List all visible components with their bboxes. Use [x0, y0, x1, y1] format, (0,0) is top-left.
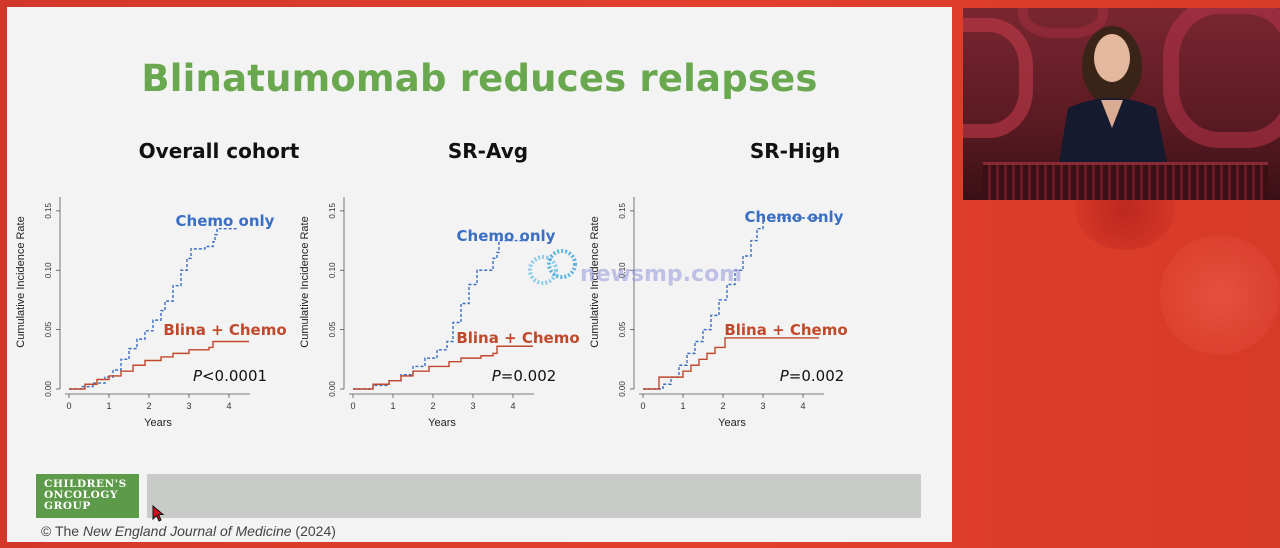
series-line-blina-chemo — [353, 345, 533, 390]
y-tick-label: 0.15 — [328, 203, 337, 219]
y-tick-label: 0.15 — [44, 203, 53, 219]
y-tick-label: 0.10 — [328, 262, 337, 278]
series-label-chemo-only: Chemo only — [457, 227, 556, 245]
series-line-blina-chemo — [643, 337, 819, 390]
y-axis-label: Cumulative Incidence Rate — [589, 216, 601, 347]
y-tick-label: 0.10 — [44, 262, 53, 278]
podium — [983, 162, 1268, 200]
x-tick-label: 1 — [390, 401, 395, 411]
x-tick-label: 3 — [470, 401, 475, 411]
series-label-blina-chemo: Blina + Chemo — [163, 321, 286, 339]
slide-title: Blinatumomab reduces relapses — [141, 57, 818, 100]
x-tick-label: 3 — [186, 401, 191, 411]
x-tick-label: 4 — [800, 401, 805, 411]
watermark-logo-icon — [528, 249, 577, 285]
x-tick-label: 3 — [760, 401, 765, 411]
panel-title-sr-high: SR-High — [749, 139, 841, 163]
x-tick-label: 1 — [680, 401, 685, 411]
series-label-chemo-only: Chemo only — [176, 212, 275, 230]
x-axis-label: Years — [144, 417, 172, 429]
mouse-pointer-icon — [152, 505, 165, 522]
x-tick-label: 4 — [510, 401, 515, 411]
x-tick-label: 2 — [720, 401, 725, 411]
y-tick-label: 0.05 — [328, 321, 337, 337]
panel-title-sr-avg: SR-Avg — [447, 139, 529, 163]
x-tick-label: 2 — [146, 401, 151, 411]
y-tick-label: 0.10 — [618, 262, 627, 278]
p-value-label: P=0.002 — [492, 367, 557, 385]
p-value-label: P=0.002 — [780, 367, 845, 385]
chart-overall-cohort: 0.00 0.05 0.10 0.15 0 1 2 3 4 Years Cumulative Inc… — [15, 197, 287, 429]
x-axis-label: Years — [718, 417, 746, 429]
y-tick-label: 0.00 — [44, 381, 53, 397]
childrens-oncology-group-logo: CHILDREN'S ONCOLOGY GROUP — [36, 474, 139, 518]
x-tick-label: 0 — [640, 401, 645, 411]
y-axis-label: Cumulative Incidence Rate — [299, 216, 311, 347]
x-tick-label: 4 — [226, 401, 231, 411]
y-axis-label: Cumulative Incidence Rate — [15, 216, 27, 347]
panel-title-overall: Overall cohort — [138, 139, 300, 163]
chart-sr-high: 0.00 0.05 0.10 0.15 0 1 2 3 4 Years Cumulative Inc… — [589, 197, 848, 429]
footer-bar — [147, 474, 921, 518]
x-tick-label: 1 — [106, 401, 111, 411]
series-label-blina-chemo: Blina + Chemo — [456, 329, 579, 347]
watermark-text: newsmp.com — [580, 262, 743, 287]
p-value-label: P<0.0001 — [193, 367, 267, 385]
y-tick-label: 0.00 — [328, 381, 337, 397]
x-tick-label: 0 — [350, 401, 355, 411]
series-line-chemo-only — [69, 227, 237, 390]
y-tick-label: 0.15 — [618, 203, 627, 219]
series-line-blina-chemo — [69, 340, 249, 390]
series-label-chemo-only: Chemo only — [745, 208, 844, 226]
x-tick-label: 0 — [66, 401, 71, 411]
speaker-figure — [1058, 26, 1168, 168]
series-label-blina-chemo: Blina + Chemo — [724, 321, 847, 339]
y-tick-label: 0.05 — [44, 321, 53, 337]
x-tick-label: 2 — [430, 401, 435, 411]
chart-sr-avg: 0.00 0.05 0.10 0.15 0 1 2 3 4 Years Cumulative Inc… — [299, 197, 580, 429]
y-tick-label: 0.00 — [618, 381, 627, 397]
speaker-video-feed — [963, 8, 1280, 200]
y-tick-label: 0.05 — [618, 321, 627, 337]
presentation-slide: Blinatumomab reduces relapses Overall co… — [7, 7, 952, 542]
background-decor-2 — [1160, 235, 1280, 355]
x-axis-label: Years — [428, 417, 456, 429]
copyright-text: © The New England Journal of Medicine (2… — [41, 523, 336, 539]
series-line-chemo-only — [643, 217, 819, 390]
